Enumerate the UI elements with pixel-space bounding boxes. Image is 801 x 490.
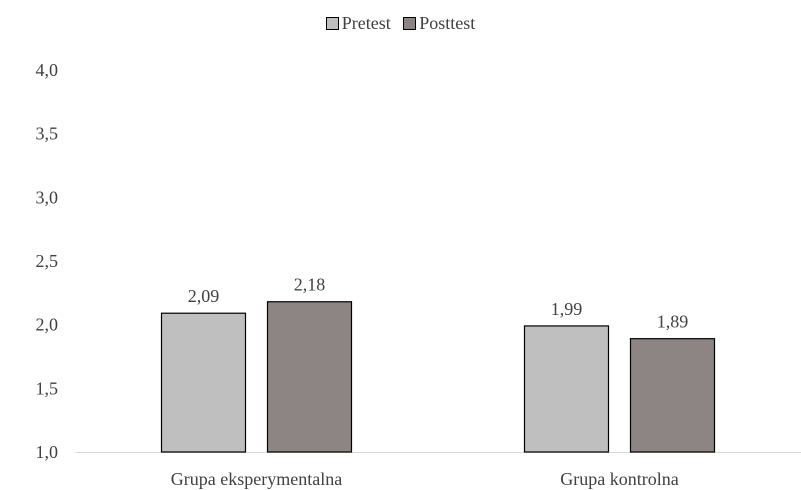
x-category-label: Grupa eksperymentalna	[171, 469, 342, 489]
y-tick-label: 4,0	[36, 60, 59, 80]
y-tick-label: 2,0	[36, 315, 59, 335]
data-label: 1,99	[551, 299, 583, 319]
legend-item-posttest: Posttest	[403, 13, 475, 34]
x-category-label: Grupa kontrolna	[560, 469, 678, 489]
legend-swatch-posttest	[403, 17, 417, 30]
legend-swatch-pretest	[325, 17, 339, 30]
data-label: 2,09	[188, 286, 220, 306]
y-tick-label: 1,5	[36, 378, 59, 398]
bar-posttest	[266, 301, 353, 453]
bar-pretest	[160, 312, 247, 453]
y-tick-label: 3,5	[36, 124, 59, 144]
legend-item-pretest: Pretest	[325, 13, 391, 34]
y-tick-label: 2,5	[36, 251, 59, 271]
data-label: 2,18	[294, 275, 326, 295]
legend-label-posttest: Posttest	[419, 13, 476, 33]
legend-label-pretest: Pretest	[341, 13, 391, 33]
y-tick-label: 1,0	[36, 442, 59, 462]
legend: Pretest Posttest	[0, 13, 801, 35]
bar-posttest	[629, 338, 716, 453]
data-label: 1,89	[657, 312, 689, 332]
y-tick-label: 3,0	[36, 187, 59, 207]
bar-pretest	[523, 325, 610, 453]
